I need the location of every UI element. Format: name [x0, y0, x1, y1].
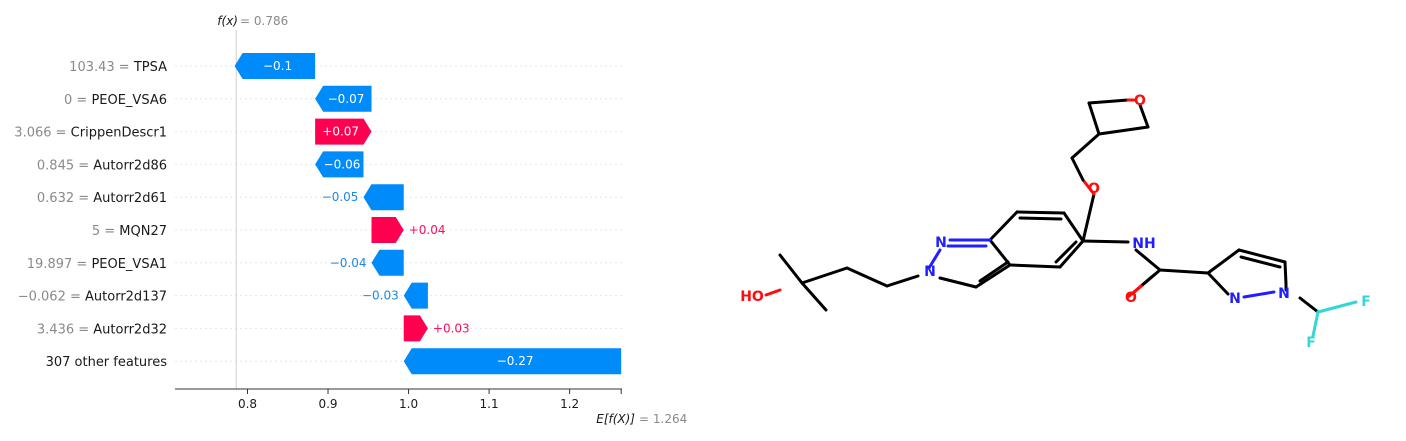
x-tick-label: 0.9	[318, 397, 337, 411]
positive-contribution-bar	[371, 217, 404, 243]
indazole-n1-label: N	[924, 264, 936, 280]
feature-name: PEOE_VSA6	[91, 93, 167, 108]
pyrazole-n2-label: N	[1278, 286, 1290, 302]
feature-name: Autorr2d32	[93, 322, 167, 337]
feature-name: 307 other features	[46, 355, 168, 370]
negative-contribution-bar	[371, 249, 404, 276]
feature-name: MQN27	[119, 224, 167, 239]
bar-value-label: −0.27	[497, 354, 534, 368]
negative-contribution-bar	[403, 348, 622, 375]
bar-value-label: −0.03	[362, 289, 399, 303]
negative-contribution-bar	[315, 85, 372, 112]
bar-value-label: −0.1	[263, 59, 292, 73]
bars-group: −0.1 −0.07 +0.07 −0.06 −0.05 +0.04 −0.04 −0.03 +…	[234, 53, 622, 375]
oxetane-oxygen-label: O	[1134, 93, 1146, 109]
feature-label: 0.632 = Autorr2d61	[37, 191, 167, 206]
bar-value-label: +0.07	[322, 125, 359, 139]
carbon-bonds	[778, 98, 1320, 314]
fluorine-2-label: F	[1306, 335, 1316, 351]
feature-value: 103.43 =	[69, 60, 134, 75]
feature-labels: 103.43 = TPSA 0 = PEOE_VSA6 3.066 = Crippe…	[14, 60, 167, 370]
feature-label: −0.062 = Autorr2d137	[18, 290, 167, 305]
feature-label: 307 other features	[46, 355, 168, 370]
fluorine-bonds	[1311, 300, 1358, 338]
atom-labels: HO O O NH O N N N N F F	[740, 93, 1371, 351]
ether-oxygen-label: O	[1088, 181, 1100, 197]
fx-value: = 0.786	[240, 14, 288, 28]
feature-value: 3.066 =	[14, 126, 70, 141]
negative-contribution-bar	[234, 53, 316, 79]
feature-label: 3.436 = Autorr2d32	[37, 322, 167, 337]
oxygen-bonds	[764, 98, 1162, 299]
feature-value: 0.632 =	[37, 191, 93, 206]
x-tick-label: 1.2	[560, 397, 579, 411]
x-tick-label: 1.0	[399, 397, 418, 411]
negative-contribution-bar	[363, 184, 404, 211]
feature-name: TPSA	[133, 60, 167, 75]
feature-name: Autorr2d86	[93, 158, 167, 173]
negative-contribution-bar	[403, 282, 428, 309]
feature-name: Autorr2d137	[85, 290, 167, 305]
feature-value: 19.897 =	[27, 257, 92, 272]
feature-name: CrippenDescr1	[71, 126, 167, 141]
feature-name: PEOE_VSA1	[91, 257, 167, 272]
bar-value-label: −0.04	[330, 256, 367, 270]
negative-contribution-bar	[315, 151, 364, 178]
bar-value-label: −0.07	[328, 92, 365, 106]
waterfall-chart: f(x) = 0.786 −0.1 −0.07 +0.07 −0.06 −0.05 +0.…	[14, 14, 687, 426]
feature-label: 3.066 = CrippenDescr1	[14, 126, 167, 141]
bar-value-label: −0.05	[322, 190, 359, 204]
feature-value: −0.062 =	[18, 290, 85, 305]
x-tick-label: 1.1	[480, 397, 499, 411]
fx-label: f(x)	[217, 14, 238, 28]
feature-name: Autorr2d61	[93, 191, 167, 206]
positive-contribution-bar	[403, 315, 428, 342]
carbonyl-oxygen-label: O	[1125, 290, 1137, 306]
feature-value: 5 =	[92, 224, 119, 239]
feature-label: 0 = PEOE_VSA6	[64, 93, 167, 108]
molecule-structure: HO O O NH O N N N N F F	[740, 93, 1371, 351]
feature-value: 0 =	[64, 93, 91, 108]
ex-value: = 1.264	[639, 412, 687, 426]
feature-label: 103.43 = TPSA	[69, 60, 167, 75]
fluorine-1-label: F	[1361, 294, 1371, 310]
positive-contribution-bar	[315, 118, 372, 145]
feature-value: 3.436 =	[37, 322, 93, 337]
ex-label: E[f(X)]	[596, 412, 635, 426]
x-axis-ticks: 0.8 0.9 1.0 1.1 1.2	[238, 389, 622, 411]
hydroxyl-label: HO	[740, 289, 764, 305]
feature-label: 0.845 = Autorr2d86	[37, 158, 167, 173]
nitrogen-bonds	[927, 238, 1288, 299]
indazole-n2-label: N	[935, 235, 947, 251]
x-tick-label: 0.8	[238, 397, 257, 411]
feature-label: 19.897 = PEOE_VSA1	[27, 257, 167, 272]
bar-value-label: +0.03	[433, 321, 470, 335]
bar-value-label: −0.06	[324, 157, 361, 171]
bar-value-label: +0.04	[409, 223, 446, 237]
feature-value: 0.845 =	[37, 158, 93, 173]
feature-label: 5 = MQN27	[92, 224, 167, 239]
pyrazole-n1-label: N	[1229, 291, 1241, 307]
row-gridlines	[175, 65, 622, 362]
amide-nh-label: NH	[1132, 236, 1155, 252]
